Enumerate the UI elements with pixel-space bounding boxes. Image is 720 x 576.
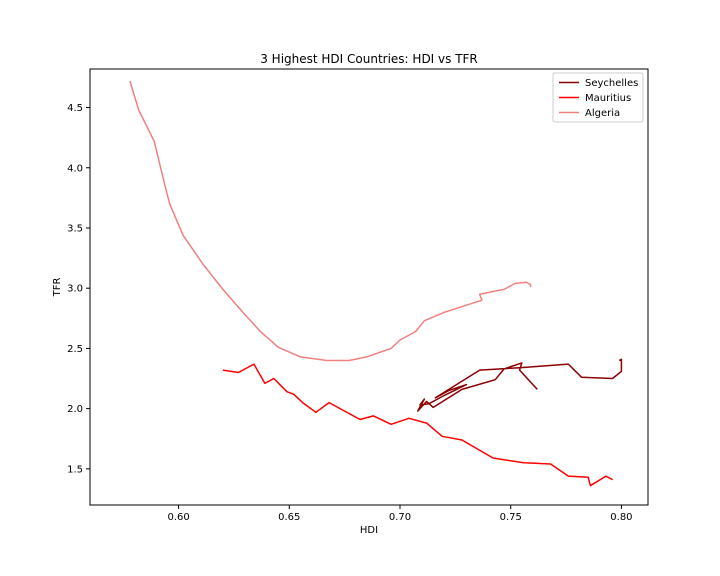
chart-title: 3 Highest HDI Countries: HDI vs TFR bbox=[260, 52, 478, 66]
x-tick-label: 0.80 bbox=[610, 512, 632, 523]
x-tick-label: 0.75 bbox=[500, 512, 522, 523]
series-line-seychelles bbox=[416, 358, 623, 412]
legend-label-algeria: Algeria bbox=[585, 108, 620, 119]
legend-label-seychelles: Seychelles bbox=[585, 78, 638, 89]
y-tick-label: 4.0 bbox=[67, 163, 83, 174]
legend-label-mauritius: Mauritius bbox=[585, 93, 631, 104]
series-line-algeria bbox=[129, 80, 532, 362]
x-axis-label: HDI bbox=[360, 525, 378, 536]
x-tick-label: 0.60 bbox=[167, 512, 189, 523]
y-tick-label: 2.5 bbox=[67, 344, 83, 355]
y-axis-label: TFR bbox=[52, 278, 63, 298]
y-axis-ticks: 1.5 2.0 2.5 3.0 3.5 4.0 4.5 bbox=[67, 103, 90, 475]
series-line-mauritius bbox=[222, 363, 613, 487]
y-tick-label: 2.0 bbox=[67, 404, 83, 415]
y-tick-label: 1.5 bbox=[67, 464, 83, 475]
plot-lines bbox=[129, 80, 623, 487]
legend-frame bbox=[552, 72, 644, 123]
x-tick-label: 0.65 bbox=[278, 512, 300, 523]
y-tick-label: 4.5 bbox=[67, 103, 83, 114]
plot-area-frame bbox=[89, 68, 649, 506]
legend: Seychelles Mauritius Algeria bbox=[552, 72, 644, 123]
x-axis-ticks: 0.60 0.65 0.70 0.75 0.80 bbox=[167, 505, 633, 523]
y-tick-label: 3.0 bbox=[67, 284, 83, 295]
y-tick-label: 3.5 bbox=[67, 223, 83, 234]
x-tick-label: 0.70 bbox=[389, 512, 411, 523]
